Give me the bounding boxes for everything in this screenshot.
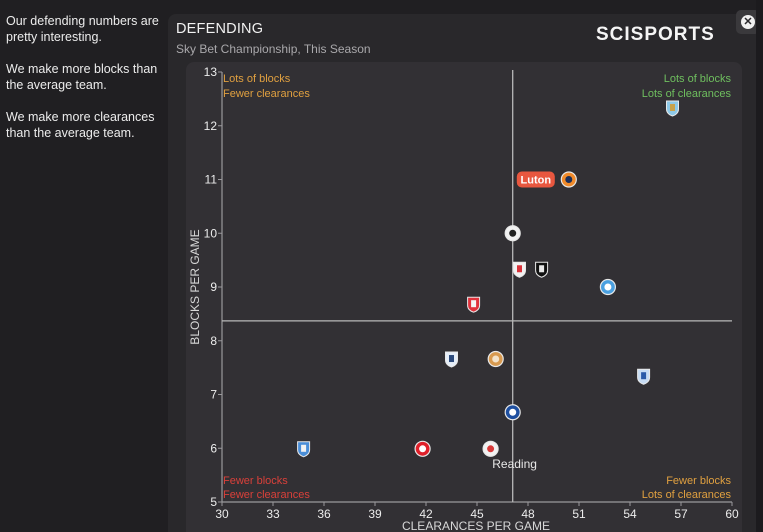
- x-tick-label: 51: [572, 507, 586, 521]
- huddersfield-crest-detail: [301, 444, 307, 452]
- y-tick-label: 13: [204, 65, 218, 79]
- x-tick-label: 30: [215, 507, 229, 521]
- blackpool-crest-detail: [492, 355, 500, 363]
- close-icon: ✕: [741, 15, 755, 29]
- data-point-blackpool[interactable]: [487, 350, 504, 368]
- x-tick-label: 36: [317, 507, 331, 521]
- peterborough-crest-detail: [604, 283, 612, 291]
- barnsley-crest-detail: [517, 265, 522, 273]
- scrollbar-track[interactable]: [756, 0, 763, 532]
- page-title: DEFENDING: [176, 21, 264, 37]
- data-point-cardiff[interactable]: [637, 368, 651, 385]
- quadrant-label-top-right-2: Lots of clearances: [642, 88, 732, 100]
- data-point-barnsley[interactable]: [513, 261, 526, 278]
- stoke-crest-detail: [471, 300, 477, 308]
- data-point-reading[interactable]: Reading: [482, 440, 537, 471]
- y-tick-label: 11: [205, 173, 218, 187]
- data-point-preston[interactable]: [445, 351, 458, 368]
- x-tick-label: 42: [419, 507, 433, 521]
- y-tick-label: 6: [210, 441, 217, 455]
- page-subtitle: Sky Bet Championship, This Season: [176, 42, 371, 56]
- data-point-fulham[interactable]: [535, 261, 549, 278]
- x-tick-label: 33: [266, 507, 280, 521]
- data-point-peterborough[interactable]: [599, 278, 617, 296]
- quadrant-label-top-left-1: Lots of blocks: [223, 73, 291, 85]
- coventry-crest-detail: [670, 104, 675, 112]
- x-tick-label: 57: [674, 507, 688, 521]
- swansea-crest-detail: [509, 229, 517, 237]
- preston-crest-detail: [449, 355, 454, 363]
- quadrant-label-bottom-left-2: Fewer clearances: [223, 489, 310, 501]
- millwall-crest-detail: [509, 408, 517, 416]
- y-tick-label: 5: [210, 495, 217, 509]
- data-point-coventry[interactable]: [666, 100, 679, 117]
- y-tick-label: 9: [210, 280, 217, 294]
- sidebar-text-3: We make more clearances than the average…: [6, 110, 155, 140]
- sidebar-text-2: We make more blocks than the average tea…: [6, 62, 158, 92]
- y-tick-label: 7: [210, 388, 217, 402]
- sidebar-text-1: Our defending numbers are pretty interes…: [6, 14, 159, 44]
- x-tick-label: 48: [521, 507, 535, 521]
- data-point-huddersfield[interactable]: [297, 441, 311, 458]
- y-tick-label: 12: [204, 119, 218, 133]
- y-tick-label: 8: [210, 334, 217, 348]
- quadrant-label-top-right-1: Lots of blocks: [664, 73, 732, 85]
- fulham-crest-detail: [539, 265, 545, 273]
- quadrant-label-top-left-2: Fewer clearances: [223, 88, 310, 100]
- x-tick-label: 60: [725, 507, 739, 521]
- data-point-stoke[interactable]: [467, 296, 481, 313]
- chart-area: [186, 62, 742, 532]
- data-point-luton[interactable]: Luton: [516, 171, 577, 188]
- data-point-millwall[interactable]: [504, 404, 521, 421]
- x-tick-label: 45: [470, 507, 484, 521]
- luton-crest-detail: [565, 176, 573, 183]
- quadrant-label-bottom-left-1: Fewer blocks: [223, 475, 288, 487]
- bristol-city-crest-detail: [419, 445, 427, 453]
- cardiff-crest-detail: [641, 372, 647, 380]
- x-tick-label: 54: [623, 507, 637, 521]
- data-point-swansea[interactable]: [504, 225, 521, 242]
- luton-label: Luton: [521, 175, 552, 187]
- reading-label: Reading: [492, 457, 537, 471]
- x-tick-label: 39: [368, 507, 382, 521]
- y-tick-label: 10: [204, 226, 218, 240]
- data-point-bristol-city[interactable]: [414, 440, 431, 457]
- sidebar: Our defending numbers are pretty interes…: [0, 0, 165, 532]
- luton-label-badge: [516, 171, 555, 188]
- quadrant-label-bottom-right-1: Fewer blocks: [666, 475, 731, 487]
- x-axis-title: CLEARANCES PER GAME: [402, 519, 550, 532]
- y-axis-title: BLOCKS PER GAME: [188, 229, 202, 344]
- reading-crest-detail: [487, 445, 495, 453]
- scisports-logo: SCISPORTS: [596, 24, 715, 45]
- quadrant-label-bottom-right-2: Lots of clearances: [642, 489, 732, 501]
